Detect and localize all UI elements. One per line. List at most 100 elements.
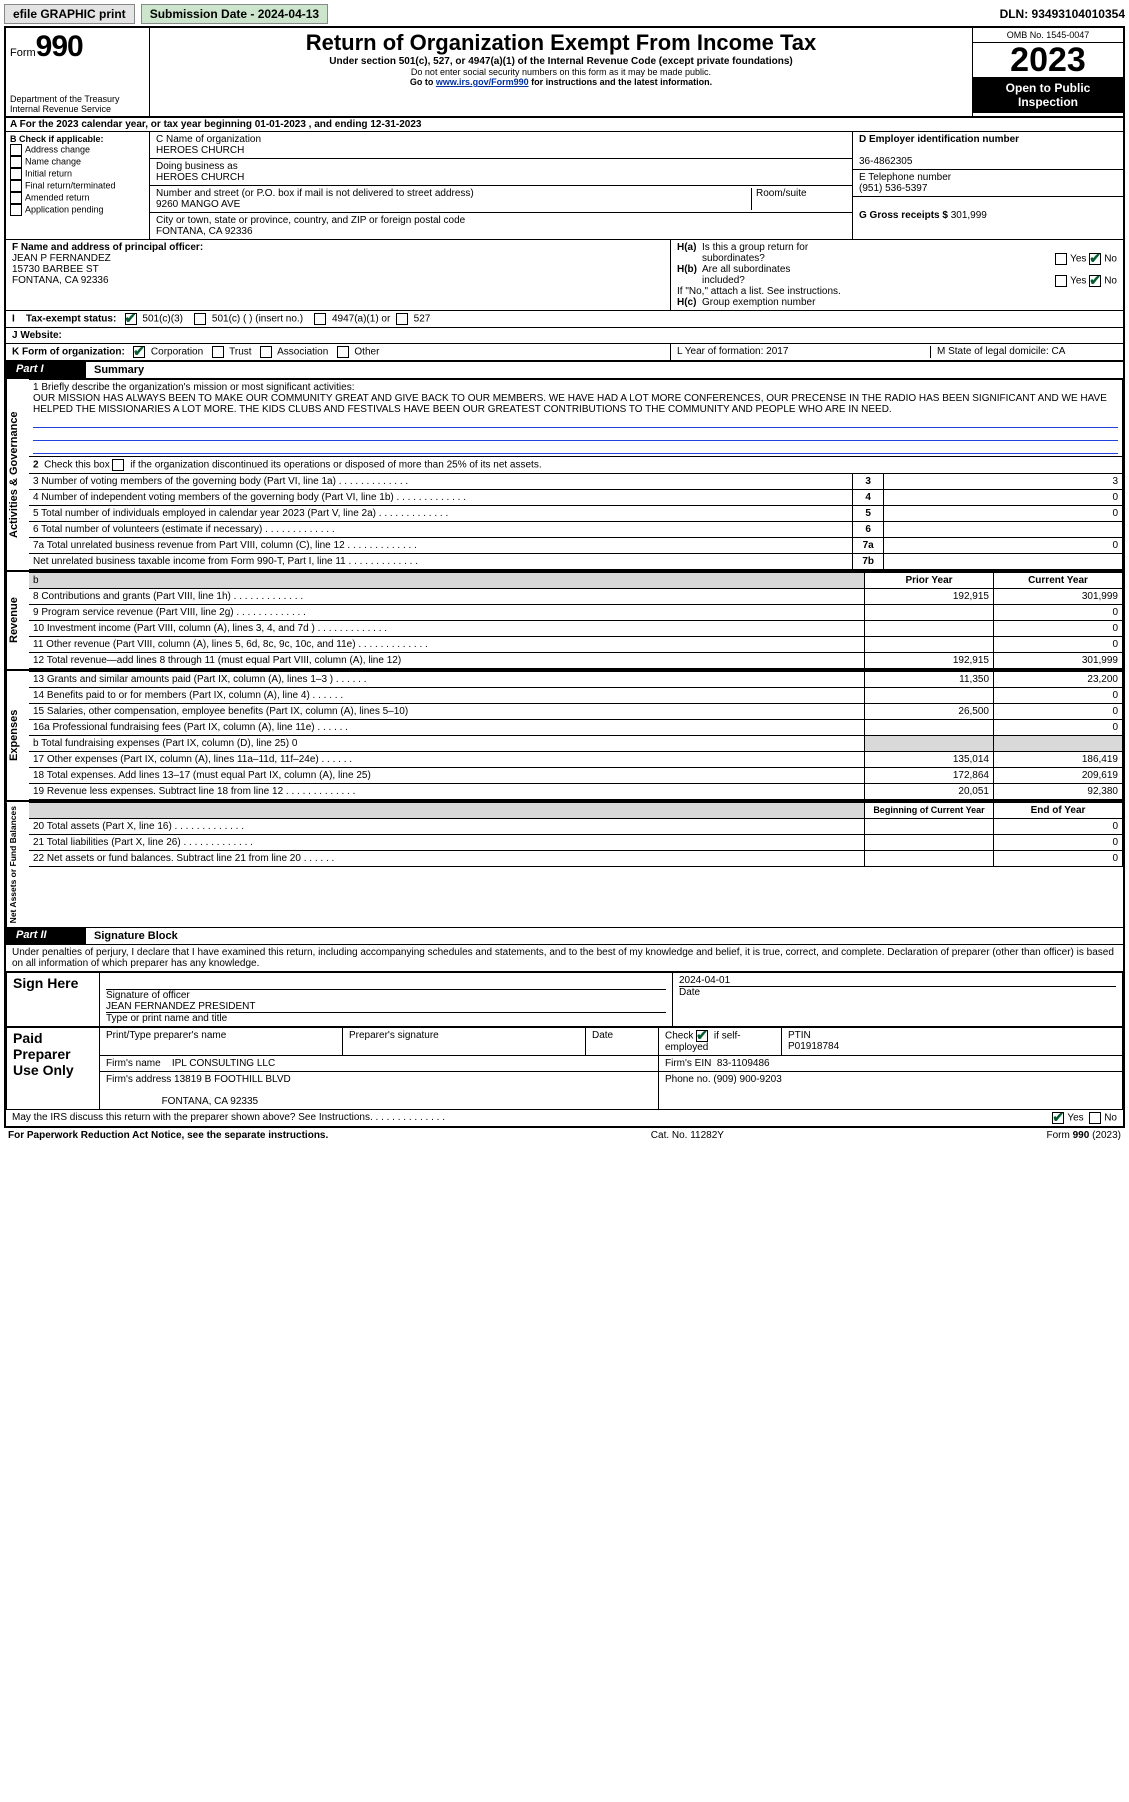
line-16b: b Total fundraising expenses (Part IX, c… (29, 736, 865, 752)
h-b-note: If "No," attach a list. See instructions… (677, 286, 1117, 297)
dept-label: Department of the Treasury (10, 94, 145, 104)
checkbox-app-pending[interactable] (10, 204, 22, 216)
form-subtitle-2: Do not enter social security numbers on … (156, 67, 966, 77)
firm-name: IPL CONSULTING LLC (172, 1058, 275, 1069)
k-other[interactable] (337, 346, 349, 358)
line-19: 19 Revenue less expenses. Subtract line … (29, 784, 865, 800)
section-f: F Name and address of principal officer:… (6, 240, 670, 310)
org-name-label: C Name of organization (156, 134, 261, 145)
line-7b: Net unrelated business taxable income fr… (29, 554, 853, 570)
prior-year-header: Prior Year (865, 573, 994, 589)
val-20b (865, 819, 994, 835)
begin-year-header: Beginning of Current Year (865, 803, 994, 819)
checkbox-name-change[interactable] (10, 156, 22, 168)
val-18p: 172,864 (865, 768, 994, 784)
k-trust[interactable] (212, 346, 224, 358)
i-501c3[interactable] (125, 313, 137, 325)
public-inspection-label: Open to Public Inspection (973, 77, 1123, 113)
val-6 (884, 522, 1123, 538)
firm-addr2: FONTANA, CA 92335 (162, 1096, 259, 1107)
line-5: 5 Total number of individuals employed i… (29, 506, 853, 522)
ein-label: D Employer identification number (859, 134, 1019, 145)
line-15: 15 Salaries, other compensation, employe… (29, 704, 865, 720)
val-7b (884, 554, 1123, 570)
val-12p: 192,915 (865, 653, 994, 669)
self-employed-checkbox[interactable] (696, 1030, 708, 1042)
line-4: 4 Number of independent voting members o… (29, 490, 853, 506)
jurat-text: Under penalties of perjury, I declare th… (6, 945, 1123, 972)
val-8c: 301,999 (994, 589, 1123, 605)
h-a-yes[interactable] (1055, 253, 1067, 265)
line-10: 10 Investment income (Part VIII, column … (29, 621, 865, 637)
vlabel-expenses: Expenses (6, 671, 29, 800)
val-16ap (865, 720, 994, 736)
h-b-no[interactable] (1089, 275, 1101, 287)
form-subtitle-1: Under section 501(c), 527, or 4947(a)(1)… (156, 56, 966, 67)
irs-label: Internal Revenue Service (10, 104, 145, 114)
discontinued-checkbox[interactable] (112, 459, 124, 471)
h-b-yes[interactable] (1055, 275, 1067, 287)
form-subtitle-3: Go to www.irs.gov/Form990 for instructio… (156, 77, 966, 87)
line-22: 22 Net assets or fund balances. Subtract… (29, 851, 865, 867)
sign-date: 2024-04-01 (679, 975, 1116, 987)
section-m: M State of legal domicile: CA (930, 346, 1117, 358)
val-9p (865, 605, 994, 621)
line-9: 9 Program service revenue (Part VIII, li… (29, 605, 865, 621)
k-corp[interactable] (133, 346, 145, 358)
vlabel-revenue: Revenue (6, 572, 29, 669)
discuss-yes[interactable] (1052, 1112, 1064, 1124)
form-title: Return of Organization Exempt From Incom… (156, 30, 966, 56)
i-4947[interactable] (314, 313, 326, 325)
footer-right: Form 990 (2023) (1047, 1130, 1121, 1141)
val-3: 3 (884, 474, 1123, 490)
efile-button[interactable]: efile GRAPHIC print (4, 4, 135, 24)
val-20e: 0 (994, 819, 1123, 835)
checkbox-address-change[interactable] (10, 144, 22, 156)
current-year-header: Current Year (994, 573, 1123, 589)
gross-label: G Gross receipts $ (859, 210, 948, 221)
checkbox-initial-return[interactable] (10, 168, 22, 180)
firm-phone: (909) 900-9203 (713, 1074, 781, 1085)
firm-ein: 83-1109486 (717, 1058, 770, 1069)
i-501c[interactable] (194, 313, 206, 325)
line-21: 21 Total liabilities (Part X, line 26) (29, 835, 865, 851)
val-5: 0 (884, 506, 1123, 522)
footer-left: For Paperwork Reduction Act Notice, see … (8, 1130, 328, 1141)
val-10p (865, 621, 994, 637)
footer-mid: Cat. No. 11282Y (651, 1130, 724, 1141)
checkbox-amended[interactable] (10, 192, 22, 204)
paid-preparer-block: Paid Preparer Use Only Print/Type prepar… (6, 1027, 1123, 1110)
irs-link[interactable]: www.irs.gov/Form990 (436, 77, 529, 87)
val-18c: 209,619 (994, 768, 1123, 784)
line-11: 11 Other revenue (Part VIII, column (A),… (29, 637, 865, 653)
discuss-no[interactable] (1089, 1112, 1101, 1124)
val-15p: 26,500 (865, 704, 994, 720)
val-11c: 0 (994, 637, 1123, 653)
line-18: 18 Total expenses. Add lines 13–17 (must… (29, 768, 865, 784)
val-19p: 20,051 (865, 784, 994, 800)
val-16ac: 0 (994, 720, 1123, 736)
dba-label: Doing business as (156, 161, 238, 172)
val-13p: 11,350 (865, 672, 994, 688)
val-16bp (865, 736, 994, 752)
line-20: 20 Total assets (Part X, line 16) (29, 819, 865, 835)
h-a-no[interactable] (1089, 253, 1101, 265)
room-label: Room/suite (751, 188, 846, 210)
prep-name-label: Print/Type preparer's name (100, 1028, 343, 1056)
k-assoc[interactable] (260, 346, 272, 358)
val-14c: 0 (994, 688, 1123, 704)
line-16a: 16a Professional fundraising fees (Part … (29, 720, 865, 736)
col-b-label: b (29, 573, 865, 589)
val-7a: 0 (884, 538, 1123, 554)
i-527[interactable] (396, 313, 408, 325)
val-22e: 0 (994, 851, 1123, 867)
ein-value: 36-4862305 (859, 156, 912, 167)
checkbox-final-return[interactable] (10, 180, 22, 192)
submission-date: Submission Date - 2024-04-13 (141, 4, 328, 24)
val-21b (865, 835, 994, 851)
section-d: D Employer identification number 36-4862… (852, 132, 1123, 239)
paid-preparer-label: Paid Preparer Use Only (7, 1028, 100, 1110)
val-15c: 0 (994, 704, 1123, 720)
prep-sig-label: Preparer's signature (343, 1028, 586, 1056)
city-label: City or town, state or province, country… (156, 215, 465, 226)
